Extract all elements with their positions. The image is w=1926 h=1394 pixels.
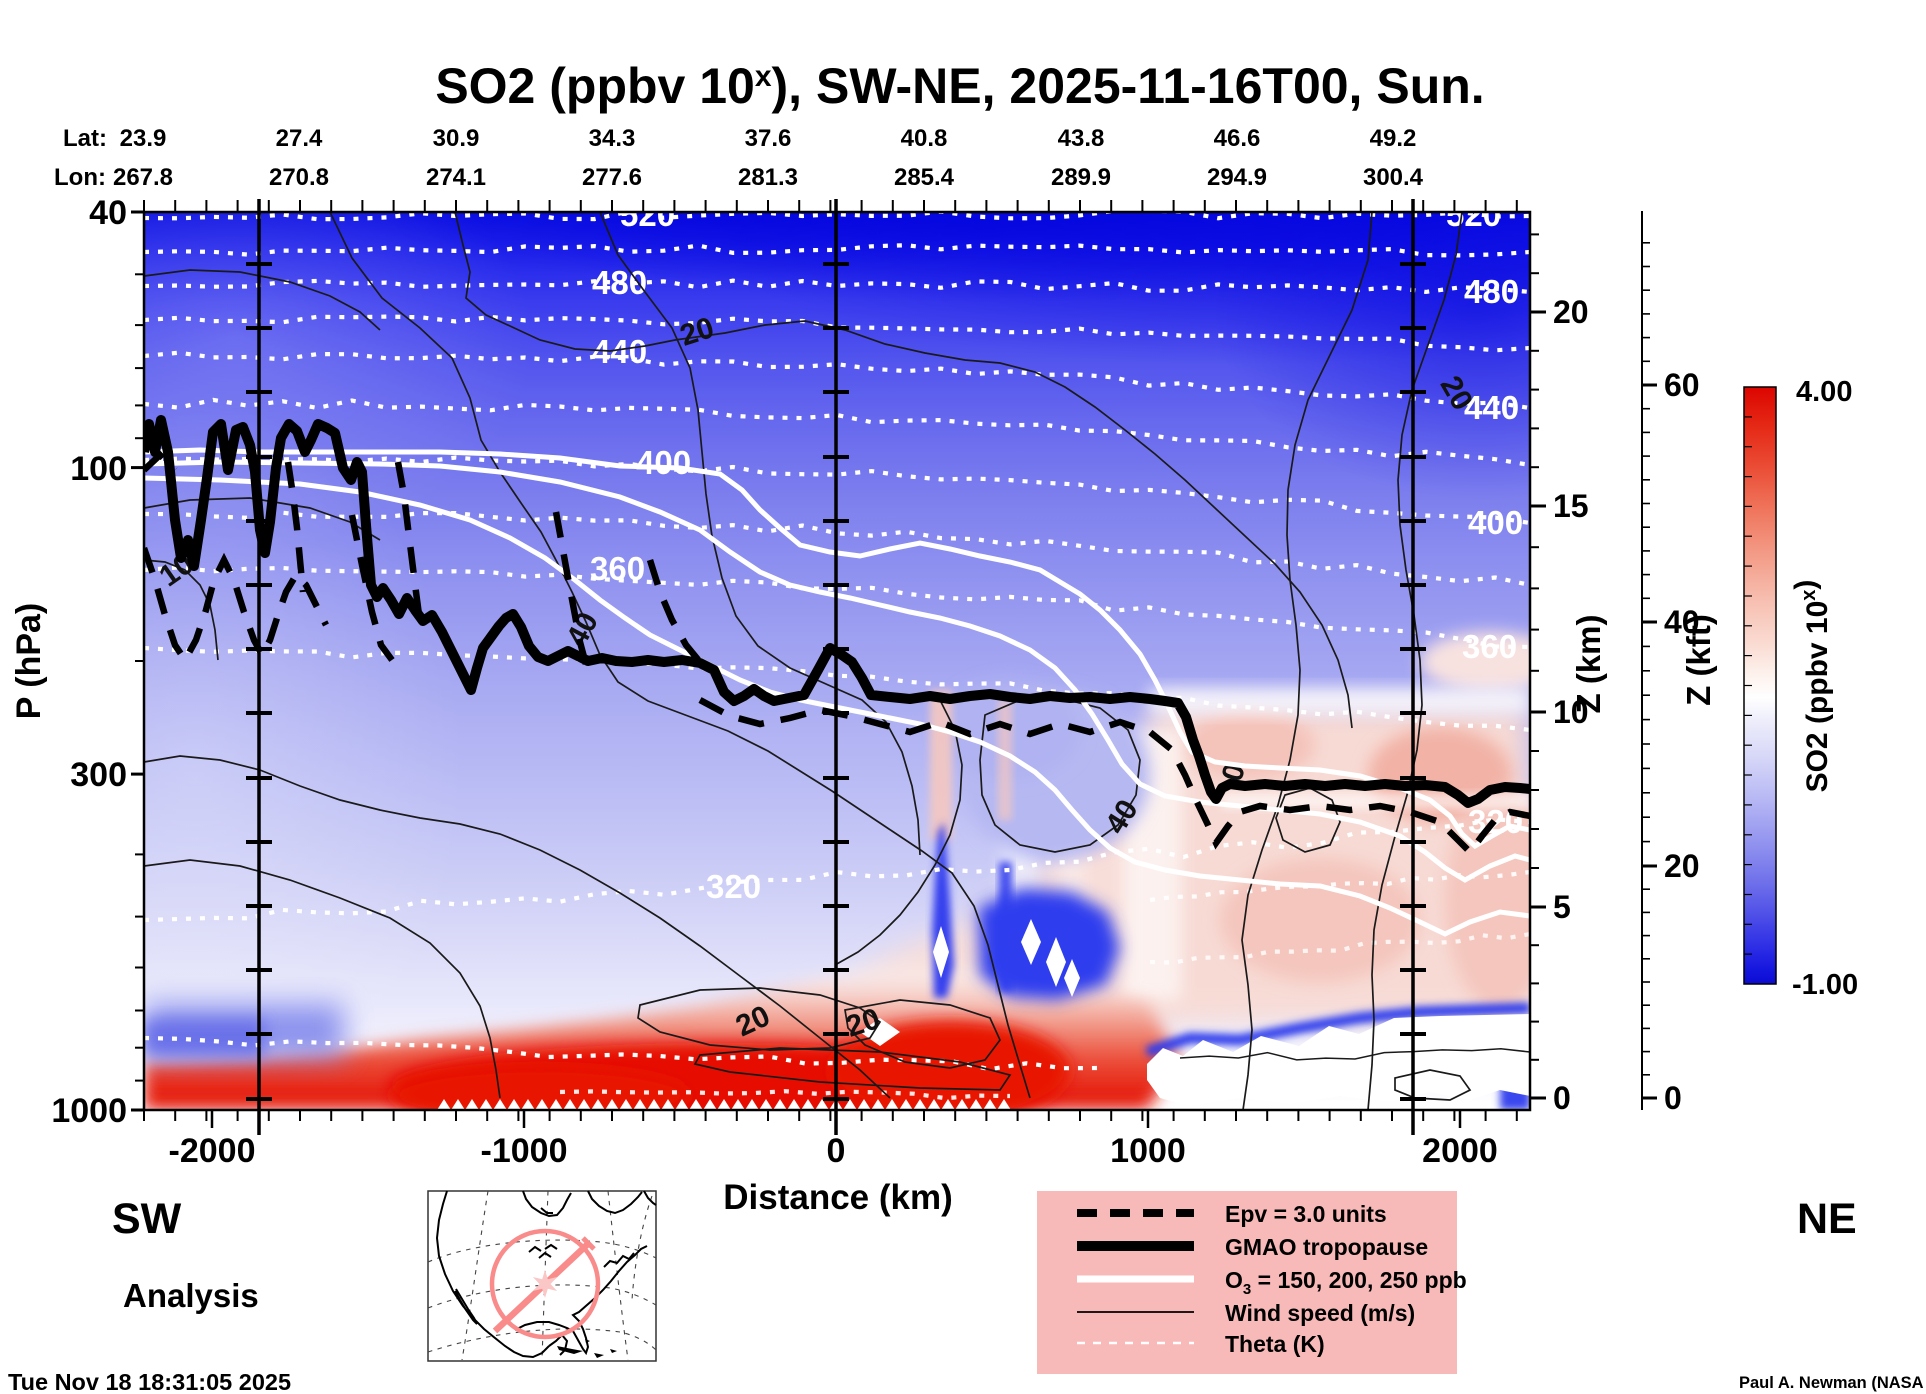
svg-text:400: 400 [1468,504,1523,541]
svg-text:43.8: 43.8 [1058,125,1105,152]
svg-text:Wind speed (m/s): Wind speed (m/s) [1225,1300,1415,1326]
svg-text:1000: 1000 [51,1092,127,1130]
svg-text:270.8: 270.8 [269,164,329,191]
svg-text:40.8: 40.8 [901,125,948,152]
svg-text:46.6: 46.6 [1214,125,1261,152]
svg-text:267.8: 267.8 [113,164,173,191]
svg-text:0: 0 [1664,1080,1682,1116]
svg-text:30.9: 30.9 [433,125,480,152]
svg-text:520: 520 [620,196,675,233]
svg-text:Lon:: Lon: [54,164,106,191]
svg-text:23.9: 23.9 [120,125,167,152]
svg-text:400: 400 [636,444,691,481]
svg-text:GMAO tropopause: GMAO tropopause [1225,1234,1428,1260]
svg-text:40: 40 [89,194,127,232]
svg-text:285.4: 285.4 [894,164,955,191]
svg-text:360: 360 [590,550,645,587]
svg-text:37.6: 37.6 [745,125,792,152]
svg-text:5: 5 [1553,889,1571,925]
svg-text:60: 60 [1664,367,1700,403]
svg-text:NE: NE [1797,1195,1857,1243]
svg-text:440: 440 [1464,389,1519,426]
svg-text:27.4: 27.4 [276,125,323,152]
svg-text:1000: 1000 [1110,1132,1186,1170]
svg-text:34.3: 34.3 [589,125,636,152]
svg-text:SO2 (ppbv 10x), SW-NE, 2025-11: SO2 (ppbv 10x), SW-NE, 2025-11-16T00, Su… [435,58,1484,114]
svg-text:Tue Nov 18 18:31:05 2025: Tue Nov 18 18:31:05 2025 [8,1369,291,1394]
svg-text:-1000: -1000 [481,1132,568,1170]
svg-text:P (hPa): P (hPa) [10,603,48,720]
svg-text:Analysis: Analysis [123,1277,259,1314]
svg-text:300.4: 300.4 [1363,164,1424,191]
svg-text:4.00: 4.00 [1796,376,1852,408]
svg-text:Paul A. Newman (NASA: Paul A. Newman (NASA [1739,1374,1924,1392]
svg-text:274.1: 274.1 [426,164,486,191]
svg-text:Epv = 3.0 units: Epv = 3.0 units [1225,1201,1387,1227]
svg-text:281.3: 281.3 [738,164,798,191]
svg-text:320: 320 [706,868,761,905]
svg-text:Distance (km): Distance (km) [723,1178,953,1217]
svg-text:0: 0 [827,1132,846,1170]
svg-text:440: 440 [592,333,647,370]
svg-text:SW: SW [112,1195,182,1243]
svg-text:Lat:: Lat: [63,125,107,152]
svg-text:-2000: -2000 [169,1132,256,1170]
svg-text:289.9: 289.9 [1051,164,1111,191]
svg-text:20: 20 [1553,294,1589,330]
svg-text:360: 360 [1462,628,1517,665]
svg-text:294.9: 294.9 [1207,164,1267,191]
svg-text:Z (km): Z (km) [1570,615,1607,714]
svg-text:Theta (K): Theta (K) [1225,1331,1325,1357]
svg-text:10: 10 [1553,694,1589,730]
svg-text:300: 300 [70,756,127,794]
svg-text:2000: 2000 [1422,1132,1498,1170]
svg-text:20: 20 [1664,848,1700,884]
svg-text:100: 100 [70,450,127,488]
svg-text:SO2 (ppbv 10x): SO2 (ppbv 10x) [1789,580,1834,793]
svg-text:Z (kft): Z (kft) [1680,614,1717,706]
svg-text:-1.00: -1.00 [1792,969,1858,1001]
svg-text:277.6: 277.6 [582,164,642,191]
svg-text:480: 480 [1464,273,1519,310]
svg-text:49.2: 49.2 [1370,125,1417,152]
svg-text:40: 40 [1664,604,1700,640]
svg-text:15: 15 [1553,488,1589,524]
svg-text:0: 0 [1553,1080,1571,1116]
svg-text:O3 = 150, 200, 250 ppb: O3 = 150, 200, 250 ppb [1225,1267,1467,1298]
